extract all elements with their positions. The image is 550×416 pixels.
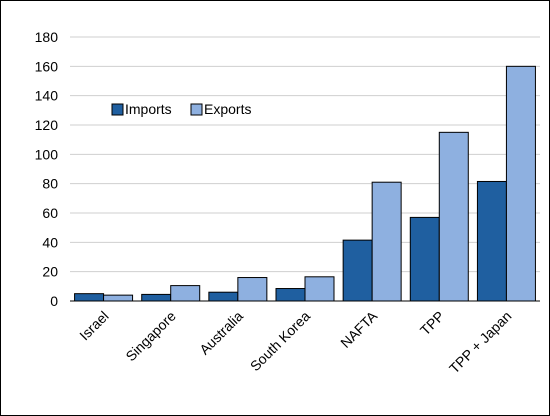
y-tick-label: 20 <box>42 264 58 280</box>
bar-imports-1 <box>141 293 172 302</box>
bar-exports-2 <box>237 277 268 302</box>
y-tick-label: 120 <box>35 117 59 133</box>
y-tick-label: 140 <box>35 88 59 104</box>
x-category-label: TPP <box>417 308 448 339</box>
bar-exports-3 <box>304 276 335 302</box>
y-tick-label: 40 <box>42 234 58 250</box>
bar-exports-0 <box>103 294 134 302</box>
y-tick-label: 160 <box>35 58 59 74</box>
bar-imports-3 <box>275 288 306 302</box>
bar-exports-5 <box>438 131 469 302</box>
legend-swatch-exports <box>190 103 203 116</box>
bar-exports-1 <box>170 285 201 302</box>
x-category-label: South Korea <box>247 308 314 375</box>
bar-imports-0 <box>74 293 105 302</box>
x-category-label: Singapore <box>122 308 179 365</box>
legend-label-imports: Imports <box>125 101 172 117</box>
x-category-label: Israel <box>76 308 112 344</box>
bar-imports-4 <box>342 239 373 302</box>
y-tick-label: 80 <box>42 176 58 192</box>
legend-label-exports: Exports <box>204 101 251 117</box>
bar-exports-4 <box>371 181 402 302</box>
y-tick-label: 60 <box>42 205 58 221</box>
x-axis-labels: Israel Singapore Australia South Korea NAFTA… <box>76 307 514 376</box>
x-category-label: NAFTA <box>337 307 380 350</box>
bar-imports-6 <box>476 180 507 302</box>
x-category-label: TPP + Japan <box>446 308 515 377</box>
bar-imports-5 <box>409 216 440 302</box>
legend-swatch-imports <box>111 103 124 116</box>
gridlines <box>70 36 540 273</box>
y-axis-ticks: 0 20 40 60 80 100 120 140 160 180 <box>35 29 59 309</box>
bar-imports-2 <box>208 291 239 302</box>
y-tick-label: 180 <box>35 29 59 45</box>
legend: Imports Exports <box>111 101 251 117</box>
y-tick-label: 0 <box>50 293 58 309</box>
bar-exports-6 <box>505 65 536 302</box>
x-category-label: Australia <box>196 308 246 358</box>
y-tick-label: 100 <box>35 146 59 162</box>
